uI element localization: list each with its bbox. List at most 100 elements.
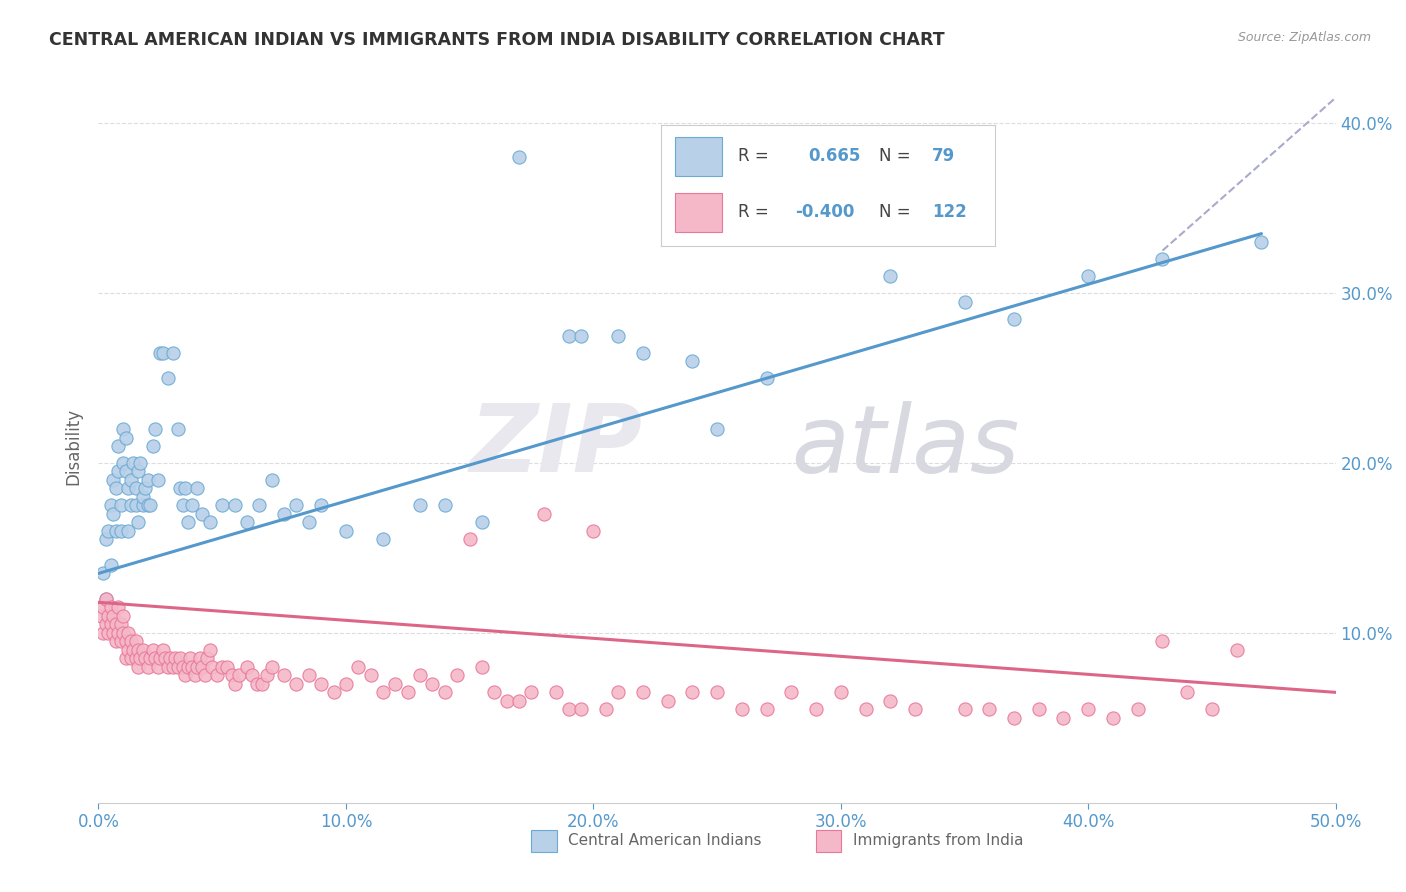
Text: 0.665: 0.665 xyxy=(808,147,860,165)
Point xyxy=(1028,702,1050,716)
Point xyxy=(508,694,530,708)
Point xyxy=(94,617,117,632)
Point xyxy=(117,626,139,640)
Point xyxy=(127,465,149,479)
Point xyxy=(112,456,135,470)
Text: 122: 122 xyxy=(932,202,967,220)
Point xyxy=(607,328,630,343)
Point xyxy=(228,668,250,682)
Point xyxy=(179,651,201,665)
Point xyxy=(104,617,127,632)
Point xyxy=(1175,685,1198,699)
Text: Immigrants from India: Immigrants from India xyxy=(852,833,1024,848)
Point xyxy=(681,685,703,699)
Point xyxy=(134,651,156,665)
Point xyxy=(191,507,214,521)
Point xyxy=(631,345,654,359)
Point xyxy=(195,651,218,665)
Point xyxy=(1250,235,1272,249)
Point xyxy=(422,677,444,691)
Point xyxy=(172,660,194,674)
Point xyxy=(1226,643,1249,657)
Point xyxy=(152,345,174,359)
Point xyxy=(205,668,228,682)
Point xyxy=(224,677,246,691)
Point xyxy=(446,668,468,682)
Point xyxy=(124,482,146,496)
Point xyxy=(100,617,122,632)
Point xyxy=(114,634,136,648)
Point xyxy=(129,651,152,665)
Point xyxy=(127,516,149,530)
Point xyxy=(409,499,432,513)
Point xyxy=(1077,269,1099,284)
Point xyxy=(1002,311,1025,326)
Point xyxy=(112,422,135,436)
Point xyxy=(94,591,117,606)
Point xyxy=(1002,711,1025,725)
Point xyxy=(371,533,394,547)
Point xyxy=(582,524,605,538)
Text: Central American Indians: Central American Indians xyxy=(568,833,762,848)
Point xyxy=(546,685,568,699)
Point xyxy=(152,643,174,657)
Point xyxy=(181,499,204,513)
Point xyxy=(322,685,344,699)
Point xyxy=(122,456,145,470)
Point xyxy=(1152,634,1174,648)
Point xyxy=(110,634,132,648)
Point xyxy=(129,456,152,470)
Point xyxy=(169,482,191,496)
Point xyxy=(104,482,127,496)
Point xyxy=(250,677,273,691)
Point xyxy=(184,668,207,682)
Point xyxy=(194,668,217,682)
Point xyxy=(657,694,679,708)
Point xyxy=(347,660,370,674)
Point xyxy=(360,668,382,682)
Point xyxy=(124,499,146,513)
Point xyxy=(149,651,172,665)
Point xyxy=(508,150,530,164)
Y-axis label: Disability: Disability xyxy=(65,408,83,484)
Point xyxy=(146,660,169,674)
Point xyxy=(103,507,125,521)
Point xyxy=(260,660,283,674)
Point xyxy=(557,328,579,343)
Point xyxy=(298,516,321,530)
Point xyxy=(780,685,803,699)
Point xyxy=(188,651,211,665)
Point xyxy=(166,660,188,674)
Point xyxy=(396,685,419,699)
Point xyxy=(97,626,120,640)
Point xyxy=(191,660,214,674)
Point xyxy=(855,702,877,716)
Point xyxy=(110,617,132,632)
Point xyxy=(285,499,308,513)
Text: N =: N = xyxy=(879,202,910,220)
Point xyxy=(211,499,233,513)
Point xyxy=(117,524,139,538)
Point xyxy=(879,269,901,284)
Point xyxy=(110,524,132,538)
Point xyxy=(409,668,432,682)
Point xyxy=(1126,702,1149,716)
Point xyxy=(149,345,172,359)
Point xyxy=(172,499,194,513)
Point xyxy=(93,600,115,615)
Text: R =: R = xyxy=(738,202,769,220)
Point xyxy=(136,473,159,487)
Point xyxy=(136,499,159,513)
Point xyxy=(120,473,142,487)
Point xyxy=(520,685,543,699)
Point xyxy=(273,668,295,682)
Point xyxy=(533,507,555,521)
Point xyxy=(103,626,125,640)
Point xyxy=(1201,702,1223,716)
Point xyxy=(335,524,357,538)
Point xyxy=(953,294,976,309)
Point xyxy=(103,608,125,623)
Point xyxy=(240,668,263,682)
Point xyxy=(681,354,703,368)
Point xyxy=(247,499,270,513)
